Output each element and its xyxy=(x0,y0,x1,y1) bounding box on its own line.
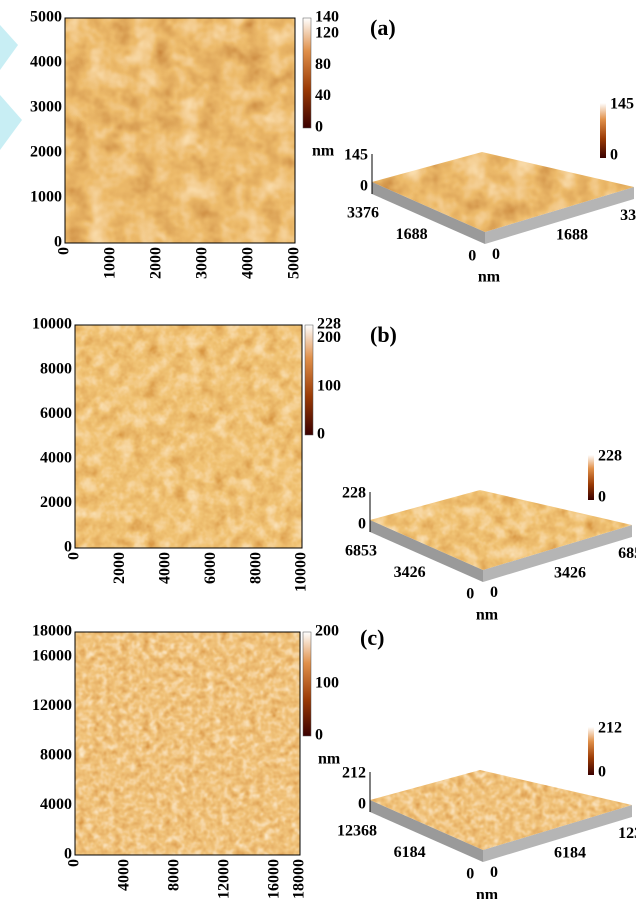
x-tick-label: 0 xyxy=(66,859,83,867)
z-tick-label: 0 xyxy=(358,516,366,533)
x-tick-label: 2000 xyxy=(111,552,128,584)
x-tick-label: 12000 xyxy=(216,859,233,899)
x-tick-label: 8000 xyxy=(166,859,183,891)
x-tick-label: 4000 xyxy=(240,247,257,279)
y-tick-label: 1000 xyxy=(30,189,62,206)
afm-image xyxy=(65,18,295,243)
axis-tick-label: 3376 xyxy=(347,205,379,222)
axis-unit: nm xyxy=(478,269,501,286)
figure: 0100020003000400050000100020003000400050… xyxy=(0,0,636,899)
z-tick-label: 228 xyxy=(342,485,366,502)
x-tick-label: 0 xyxy=(66,552,83,560)
axis-tick-label: 3426 xyxy=(554,564,586,581)
axis-tick-label: 0 xyxy=(490,864,498,881)
colorbar-tick-label: 140 xyxy=(315,9,339,26)
axis-tick-label: 0 xyxy=(492,246,500,263)
colorbar-tick-label: 200 xyxy=(317,329,341,346)
colorbar-tick-label: 212 xyxy=(598,720,622,737)
x-tick-label: 2000 xyxy=(148,247,165,279)
x-tick-label: 8000 xyxy=(247,552,264,584)
colorbar-tick-label: 0 xyxy=(315,727,323,744)
decoration xyxy=(0,25,22,150)
colorbar xyxy=(303,18,311,128)
axis-tick-label: 1688 xyxy=(556,226,588,243)
x-tick-label: 16000 xyxy=(266,859,283,899)
x-tick-label: 0 xyxy=(56,247,73,255)
z-tick-label: 0 xyxy=(358,796,366,813)
colorbar-tick-label: 0 xyxy=(317,426,325,443)
colorbar-tick-label: 40 xyxy=(315,87,331,104)
y-tick-label: 12000 xyxy=(32,697,72,714)
surface-3d xyxy=(370,488,634,572)
colorbar-tick-label: 228 xyxy=(598,448,622,465)
axis-tick-label: 3376 xyxy=(620,207,636,224)
colorbar-3d xyxy=(588,727,594,775)
axis-tick-label: 0 xyxy=(466,866,474,883)
colorbar-tick-label: 200 xyxy=(315,623,339,640)
axis-tick-label: 6853 xyxy=(345,543,377,560)
axis-tick-label: 6184 xyxy=(394,844,426,861)
z-tick-label: 212 xyxy=(342,765,366,782)
z-tick-label: 145 xyxy=(344,147,368,164)
y-tick-label: 18000 xyxy=(32,623,72,640)
axis-unit: nm xyxy=(476,607,499,624)
colorbar-tick-label: 145 xyxy=(610,96,634,113)
y-tick-label: 8000 xyxy=(40,360,72,377)
colorbar xyxy=(303,632,311,736)
colorbar-unit: nm xyxy=(318,751,341,768)
panel-label: (a) xyxy=(370,15,396,40)
x-tick-label: 6000 xyxy=(202,552,219,584)
colorbar-tick-label: 0 xyxy=(315,119,323,136)
axis-tick-label: 6184 xyxy=(554,844,586,861)
x-tick-label: 4000 xyxy=(116,859,133,891)
y-tick-label: 4000 xyxy=(40,449,72,466)
axis-tick-label: 12368 xyxy=(337,823,377,840)
colorbar-tick-label: 0 xyxy=(610,147,618,164)
colorbar-tick-label: 100 xyxy=(315,675,339,692)
y-tick-label: 2000 xyxy=(30,144,62,161)
axis-tick-label: 0 xyxy=(490,584,498,601)
y-tick-label: 4000 xyxy=(40,796,72,813)
axis-tick-label: 12368 xyxy=(618,825,636,842)
y-tick-label: 2000 xyxy=(40,494,72,511)
x-tick-label: 18000 xyxy=(291,859,308,899)
colorbar-tick-label: 80 xyxy=(315,56,331,73)
z-tick-label: 0 xyxy=(360,178,368,195)
axis-tick-label: 0 xyxy=(466,586,474,603)
colorbar-3d xyxy=(600,103,606,158)
colorbar-tick-label: 120 xyxy=(315,24,339,41)
panel-label: (b) xyxy=(370,322,397,347)
x-tick-label: 5000 xyxy=(286,247,303,279)
surface-3d xyxy=(370,768,634,852)
axis-tick-label: 0 xyxy=(468,248,476,265)
colorbar-3d xyxy=(588,455,594,500)
afm-image xyxy=(75,632,300,855)
afm-image xyxy=(75,325,302,548)
x-tick-label: 10000 xyxy=(293,552,310,592)
panel-label: (c) xyxy=(360,625,384,650)
colorbar-unit: nm xyxy=(312,143,335,160)
y-tick-label: 10000 xyxy=(32,316,72,333)
x-tick-label: 1000 xyxy=(102,247,119,279)
surface-3d xyxy=(372,150,636,234)
colorbar-tick-label: 0 xyxy=(598,489,606,506)
axis-tick-label: 3426 xyxy=(394,564,426,581)
y-tick-label: 5000 xyxy=(30,9,62,26)
y-tick-label: 8000 xyxy=(40,747,72,764)
y-tick-label: 4000 xyxy=(30,54,62,71)
y-tick-label: 16000 xyxy=(32,647,72,664)
x-tick-label: 4000 xyxy=(156,552,173,584)
colorbar xyxy=(305,325,313,435)
y-tick-label: 3000 xyxy=(30,99,62,116)
axis-tick-label: 1688 xyxy=(396,226,428,243)
colorbar-tick-label: 0 xyxy=(598,764,606,781)
axis-tick-label: 6853 xyxy=(618,545,636,562)
x-tick-label: 3000 xyxy=(194,247,211,279)
colorbar-tick-label: 100 xyxy=(317,377,341,394)
axis-unit: nm xyxy=(476,887,499,899)
y-tick-label: 6000 xyxy=(40,405,72,422)
